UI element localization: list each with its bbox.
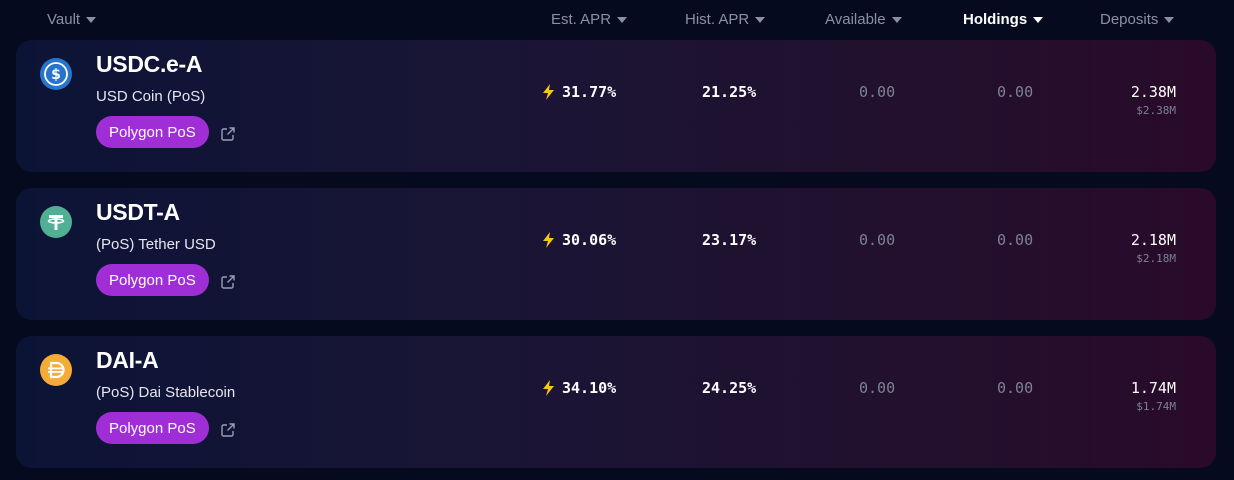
sort-est-apr[interactable]: Est. APR bbox=[551, 11, 628, 28]
table-header: Vault Est. APR Hist. APR Available Holdi… bbox=[0, 0, 1234, 40]
deposits-usd: $2.38M bbox=[1136, 104, 1176, 117]
est-apr: 31.77% bbox=[542, 83, 616, 101]
holdings-balance: 0.00 bbox=[997, 83, 1034, 101]
est-apr: 30.06% bbox=[542, 231, 616, 249]
header-label: Est. APR bbox=[551, 11, 612, 28]
vault-name: USDT-A bbox=[96, 199, 180, 225]
est-apr-value: 30.06% bbox=[562, 231, 617, 249]
header-label: Holdings bbox=[963, 11, 1028, 28]
bolt-icon bbox=[543, 380, 554, 396]
vault-row[interactable]: USDT-A (PoS) Tether USD Polygon PoS 30.0… bbox=[16, 188, 1216, 320]
hist-apr: 23.17% bbox=[702, 231, 757, 249]
deposits-usd: $2.18M bbox=[1136, 252, 1176, 265]
deposits-amount: 2.18M bbox=[1130, 231, 1176, 249]
chain-badge[interactable]: Polygon PoS bbox=[96, 412, 209, 444]
hist-apr: 24.25% bbox=[702, 379, 757, 397]
chain-badge[interactable]: Polygon PoS bbox=[96, 116, 209, 148]
header-label: Deposits bbox=[1100, 11, 1159, 28]
caret-down-icon bbox=[891, 16, 902, 23]
caret-down-icon bbox=[617, 16, 628, 23]
vault-subtitle: (PoS) Tether USD bbox=[96, 236, 216, 253]
header-label: Vault bbox=[47, 11, 81, 28]
external-link-icon[interactable] bbox=[220, 274, 236, 290]
sort-hist-apr[interactable]: Hist. APR bbox=[685, 11, 766, 28]
chain-badge[interactable]: Polygon PoS bbox=[96, 264, 209, 296]
vault-name: DAI-A bbox=[96, 347, 159, 373]
external-link-icon[interactable] bbox=[220, 126, 236, 142]
available-balance: 0.00 bbox=[859, 231, 896, 249]
external-link-icon[interactable] bbox=[220, 422, 236, 438]
sort-deposits[interactable]: Deposits bbox=[1100, 11, 1175, 28]
caret-down-icon bbox=[1033, 16, 1044, 23]
available-balance: 0.00 bbox=[859, 83, 896, 101]
est-apr-value: 31.77% bbox=[562, 83, 617, 101]
hist-apr: 21.25% bbox=[702, 83, 757, 101]
holdings-balance: 0.00 bbox=[997, 231, 1034, 249]
sort-holdings[interactable]: Holdings bbox=[963, 11, 1044, 28]
deposits-usd: $1.74M bbox=[1136, 400, 1176, 413]
sort-available[interactable]: Available bbox=[825, 11, 902, 28]
usdt-icon bbox=[40, 206, 72, 238]
deposits-amount: 1.74M bbox=[1130, 379, 1176, 397]
header-label: Available bbox=[825, 11, 886, 28]
dai-icon bbox=[40, 354, 72, 386]
deposits-amount: 2.38M bbox=[1130, 83, 1176, 101]
vault-row[interactable]: DAI-A (PoS) Dai Stablecoin Polygon PoS 3… bbox=[16, 336, 1216, 468]
est-apr-value: 34.10% bbox=[562, 379, 617, 397]
vault-name: USDC.e-A bbox=[96, 51, 203, 77]
svg-text:$: $ bbox=[51, 67, 61, 83]
available-balance: 0.00 bbox=[859, 379, 896, 397]
vault-subtitle: USD Coin (PoS) bbox=[96, 88, 206, 105]
vault-row[interactable]: $ USDC.e-A USD Coin (PoS) Polygon PoS 31… bbox=[16, 40, 1216, 172]
sort-vault[interactable]: Vault bbox=[47, 11, 97, 28]
holdings-balance: 0.00 bbox=[997, 379, 1034, 397]
caret-down-icon bbox=[86, 16, 97, 23]
bolt-icon bbox=[543, 84, 554, 100]
bolt-icon bbox=[543, 232, 554, 248]
vault-subtitle: (PoS) Dai Stablecoin bbox=[96, 384, 236, 401]
est-apr: 34.10% bbox=[542, 379, 616, 397]
caret-down-icon bbox=[755, 16, 766, 23]
caret-down-icon bbox=[1164, 16, 1175, 23]
header-label: Hist. APR bbox=[685, 11, 750, 28]
usdc-icon: $ bbox=[40, 58, 72, 90]
